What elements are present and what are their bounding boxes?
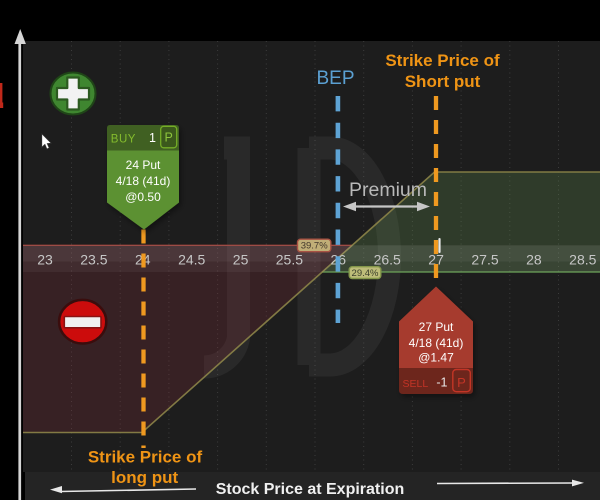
- svg-text:23: 23: [37, 252, 53, 268]
- svg-text:26.5: 26.5: [374, 252, 401, 268]
- svg-text:28: 28: [526, 252, 542, 268]
- svg-text:29.4%: 29.4%: [352, 268, 379, 279]
- svg-text:24.5: 24.5: [178, 252, 205, 268]
- svg-text:long put: long put: [111, 468, 178, 487]
- svg-text:39.7%: 39.7%: [301, 241, 328, 252]
- svg-text:25: 25: [233, 252, 249, 268]
- svg-text:P: P: [165, 131, 173, 145]
- svg-text:Premium: Premium: [349, 179, 427, 201]
- svg-text:SELL: SELL: [403, 378, 429, 390]
- svg-text:Short put: Short put: [405, 72, 481, 91]
- svg-text:Stock Price at Expiration: Stock Price at Expiration: [216, 481, 405, 498]
- svg-text:@1.47: @1.47: [418, 351, 454, 365]
- svg-text:Strike Price of: Strike Price of: [88, 448, 203, 467]
- svg-text:28.5: 28.5: [569, 252, 596, 268]
- svg-text:-1: -1: [436, 376, 447, 390]
- svg-text:25.5: 25.5: [276, 252, 303, 268]
- svg-text:@0.50: @0.50: [125, 190, 161, 204]
- svg-text:BUY: BUY: [111, 134, 136, 146]
- svg-text:Strike Price of: Strike Price of: [385, 51, 500, 70]
- svg-text:4/18 (41d): 4/18 (41d): [116, 174, 171, 188]
- svg-text:23.5: 23.5: [80, 252, 107, 268]
- svg-text:BEP: BEP: [316, 68, 354, 89]
- svg-text:P: P: [457, 375, 466, 390]
- svg-text:27.5: 27.5: [471, 252, 498, 268]
- svg-text:4/18 (41d): 4/18 (41d): [409, 336, 464, 350]
- svg-text:27 Put: 27 Put: [419, 320, 454, 334]
- svg-text:27: 27: [428, 252, 444, 268]
- svg-text:24 Put: 24 Put: [126, 158, 161, 172]
- svg-text:1: 1: [149, 131, 156, 145]
